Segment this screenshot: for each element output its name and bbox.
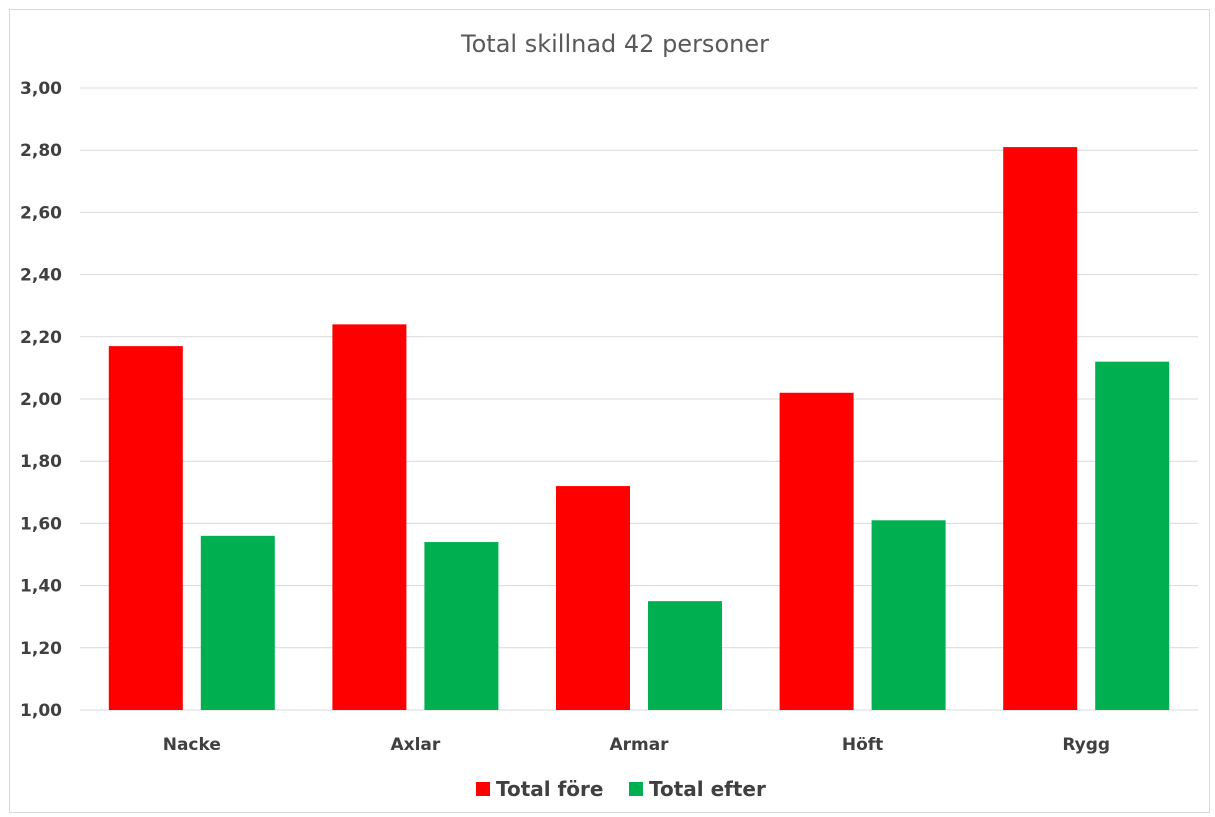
- bar-total-fore-1: [332, 324, 407, 710]
- y-tick-label: 1,80: [20, 452, 62, 472]
- y-axis-ticks: 1,00 1,20 1,40 1,60 1,80 2,00 2,20 2,40 2,60 2,80…: [20, 79, 62, 721]
- x-tick-label: Nacke: [163, 735, 221, 755]
- legend: Total före Total efter: [476, 777, 766, 801]
- legend-swatch: [629, 782, 643, 796]
- y-tick-label: 1,60: [20, 514, 62, 534]
- y-tick-label: 2,00: [20, 390, 62, 410]
- bar-total-efter-0: [200, 535, 275, 710]
- x-axis-ticks: Nacke Axlar Armar Höft Rygg: [163, 735, 1110, 755]
- chart-container: Total skillnad 42 personer 1,00 1,20 1,40 1…: [9, 9, 1210, 813]
- y-tick-label: 2,40: [20, 266, 62, 286]
- y-tick-label: 1,20: [20, 639, 62, 659]
- bar-chart: Total skillnad 42 personer 1,001,201,401…: [20, 30, 1198, 801]
- legend-label: Total efter: [649, 777, 766, 801]
- x-tick-label: Axlar: [390, 735, 440, 755]
- bar-total-fore-0: [108, 346, 183, 710]
- y-tick-label: 2,80: [20, 141, 62, 161]
- x-tick-label: Armar: [609, 735, 669, 755]
- y-tick-label: 1,40: [20, 577, 62, 597]
- bar-total-fore-2: [556, 486, 630, 710]
- bar-total-efter-4: [1095, 361, 1170, 710]
- y-tick-label: 1,00: [20, 701, 62, 721]
- bar-total-efter-3: [871, 520, 946, 710]
- bar-total-efter-1: [424, 542, 499, 710]
- bar-total-fore-3: [779, 392, 854, 710]
- y-tick-label: 2,60: [20, 203, 62, 223]
- y-tick-label: 2,20: [20, 328, 62, 348]
- chart-title: Total skillnad 42 personer: [460, 30, 769, 58]
- bars: [108, 147, 1170, 711]
- y-tick-label: 3,00: [20, 79, 62, 99]
- bar-total-efter-2: [648, 601, 722, 710]
- legend-label: Total före: [496, 777, 603, 801]
- x-tick-label: Höft: [842, 735, 883, 755]
- legend-swatch: [476, 782, 490, 796]
- x-tick-label: Rygg: [1062, 735, 1110, 755]
- bar-total-fore-4: [1003, 147, 1078, 711]
